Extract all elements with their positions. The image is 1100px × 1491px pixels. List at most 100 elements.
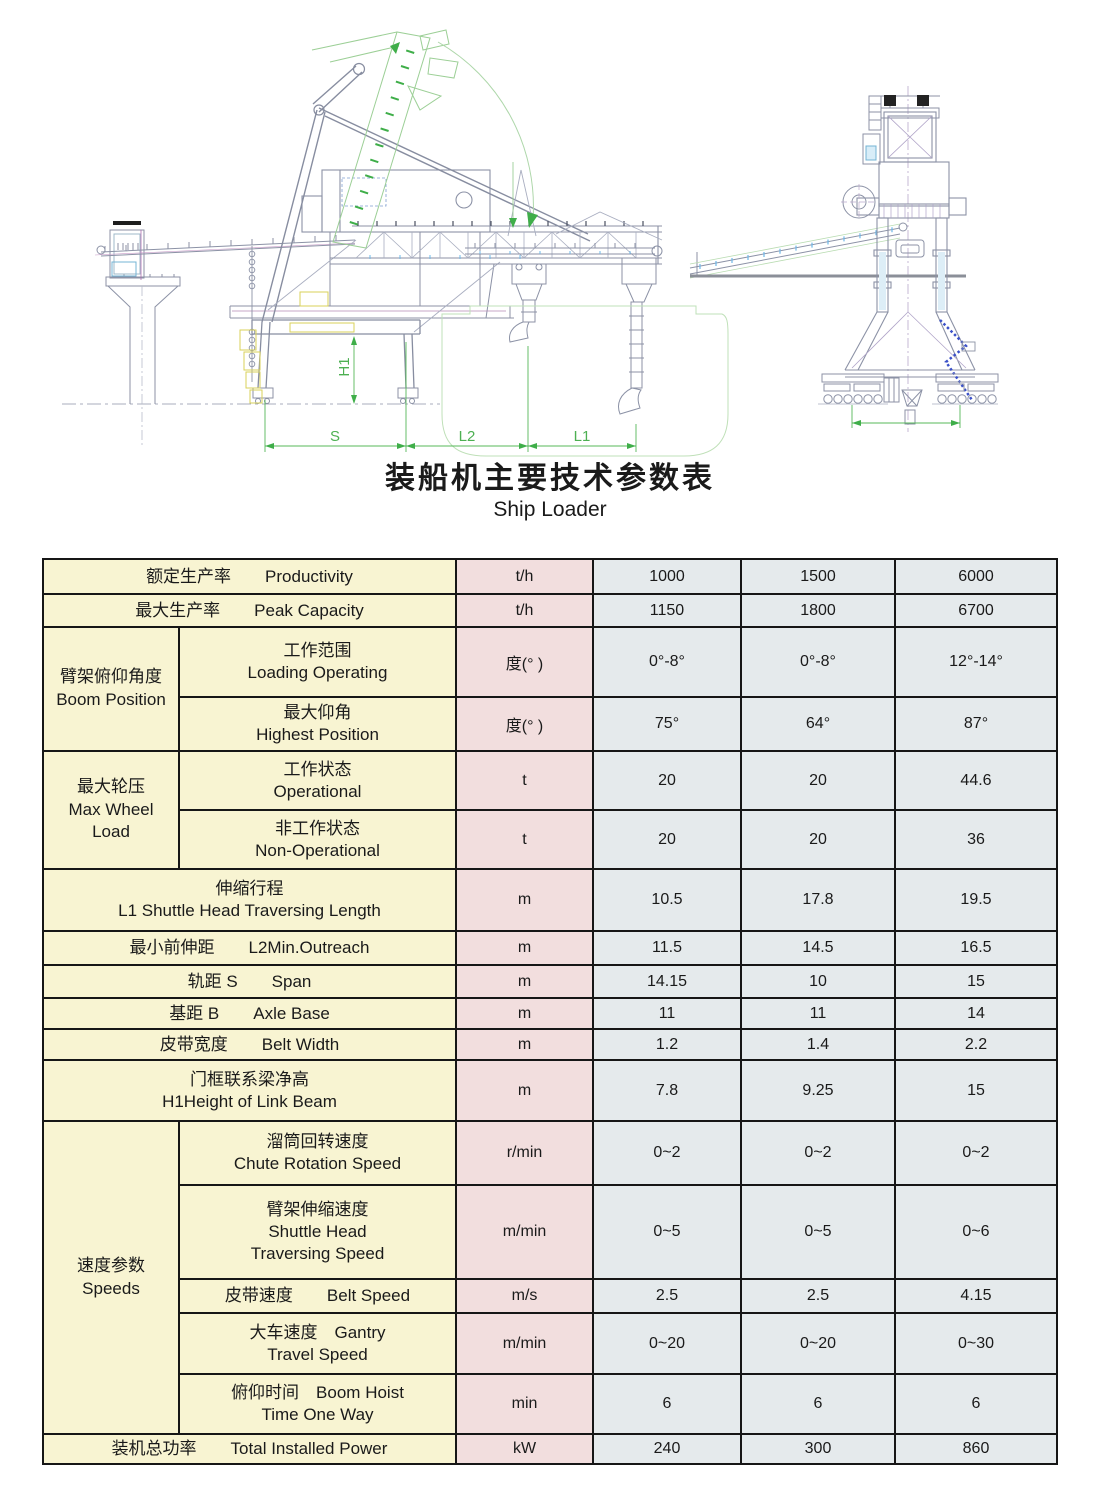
table-row: 最大仰角 Highest Position 度(° ) 75° 64° 87° (43, 696, 1058, 752)
value-cell: 0~6 (894, 1184, 1058, 1280)
value-cell: 7.8 (592, 1059, 742, 1122)
value-cell: 6000 (894, 558, 1058, 595)
table-row: 臂架俯仰角度 Boom Position 工作范围 Loading Operat… (42, 626, 1058, 752)
table-row: 最大生产率 Peak Capacity t/h 1150 1800 6700 (42, 593, 1058, 628)
unit-cell: m/min (455, 1312, 594, 1375)
value-cell: 15 (894, 964, 1058, 999)
unit-cell: 度(° ) (455, 626, 594, 698)
unit-cell: m (455, 964, 594, 999)
value-cell: 11 (592, 997, 742, 1030)
table-row: 额定生产率 Productivity t/h 1000 1500 6000 (42, 558, 1058, 595)
unit-cell: m/s (455, 1278, 594, 1314)
unit-cell: t (455, 809, 594, 870)
value-cell: 0~30 (894, 1312, 1058, 1375)
value-cell: 14 (894, 997, 1058, 1030)
value-cell: 14.5 (740, 930, 896, 966)
value-cell: 19.5 (894, 868, 1058, 932)
value-cell: 1.4 (740, 1028, 896, 1061)
value-cell: 2.5 (740, 1278, 896, 1314)
table-row: 装机总功率 Total Installed Power kW 240 300 8… (42, 1433, 1058, 1465)
row-label-cell: 工作状态 Operational (178, 750, 457, 811)
value-cell: 20 (592, 809, 742, 870)
value-cell: 1800 (740, 593, 896, 628)
unit-cell: t (455, 750, 594, 811)
ship-loader-drawing: H1 S L2 L1 (62, 29, 999, 457)
unit-cell: min (455, 1373, 594, 1435)
value-cell: 64° (740, 696, 896, 752)
value-cell: 2.2 (894, 1028, 1058, 1061)
value-cell: 6700 (894, 593, 1058, 628)
row-label-cell: 门框联系梁净高 H1Height of Link Beam (42, 1059, 457, 1122)
unit-cell: m (455, 868, 594, 932)
row-label-cell: 基距 B Axle Base (42, 997, 457, 1030)
value-cell: 6 (592, 1373, 742, 1435)
row-label-cell: 最大生产率 Peak Capacity (42, 593, 457, 628)
unit-cell: m (455, 930, 594, 966)
value-cell: 14.15 (592, 964, 742, 999)
value-cell: 20 (740, 809, 896, 870)
row-label-cell: 皮带宽度 Belt Width (42, 1028, 457, 1061)
table-row: 大车速度 Gantry Travel Speed m/min 0~20 0~20… (43, 1312, 1058, 1375)
value-cell: 0°-8° (740, 626, 896, 698)
unit-cell: r/min (455, 1120, 594, 1186)
row-label-cell: 溜筒回转速度 Chute Rotation Speed (178, 1120, 457, 1186)
value-cell: 0~5 (740, 1184, 896, 1280)
row-label-cell: 最大仰角 Highest Position (178, 696, 457, 752)
value-cell: 9.25 (740, 1059, 896, 1122)
row-label-cell: 额定生产率 Productivity (42, 558, 457, 595)
table-row: 基距 B Axle Base m 11 11 14 (42, 997, 1058, 1030)
table-row: 门框联系梁净高 H1Height of Link Beam m 7.8 9.25… (42, 1059, 1058, 1122)
row-label-cell: 皮带速度 Belt Speed (178, 1278, 457, 1314)
row-label-cell: 工作范围 Loading Operating (178, 626, 457, 698)
table-row: 速度参数 Speeds 溜筒回转速度 Chute Rotation Speed … (42, 1120, 1058, 1435)
value-cell: 0~20 (592, 1312, 742, 1375)
table-row: 非工作状态 Non-Operational t 20 20 36 (43, 809, 1058, 870)
table-row: 皮带速度 Belt Speed m/s 2.5 2.5 4.15 (43, 1278, 1058, 1314)
table-row: 皮带宽度 Belt Width m 1.2 1.4 2.2 (42, 1028, 1058, 1061)
value-cell: 44.6 (894, 750, 1058, 811)
value-cell: 0~2 (740, 1120, 896, 1186)
unit-cell: kW (455, 1433, 594, 1465)
value-cell: 87° (894, 696, 1058, 752)
unit-cell: t/h (455, 558, 594, 595)
unit-cell: m (455, 1028, 594, 1061)
value-cell: 6 (894, 1373, 1058, 1435)
front-view-drawing (689, 86, 999, 432)
group-label-cell: 速度参数 Speeds (42, 1120, 180, 1435)
value-cell: 16.5 (894, 930, 1058, 966)
table-row: 俯仰时间 Boom Hoist Time One Way min 6 6 6 (43, 1373, 1058, 1435)
page-title-chinese: 装船机主要技术参数表 (385, 462, 715, 495)
table-row: 轨距 S Span m 14.15 10 15 (42, 964, 1058, 999)
value-cell: 10 (740, 964, 896, 999)
spec-table: 额定生产率 Productivity t/h 1000 1500 6000 最大… (42, 558, 1058, 1465)
value-cell: 20 (592, 750, 742, 811)
row-label-cell: 俯仰时间 Boom Hoist Time One Way (178, 1373, 457, 1435)
table-row: 最大轮压 Max Wheel Load 工作状态 Operational t 2… (42, 750, 1058, 870)
row-label-cell: 臂架伸缩速度 Shuttle Head Traversing Speed (178, 1184, 457, 1280)
value-cell: 75° (592, 696, 742, 752)
value-cell: 15 (894, 1059, 1058, 1122)
value-cell: 240 (592, 1433, 742, 1465)
row-label-cell: 最小前伸距 L2Min.Outreach (42, 930, 457, 966)
row-label-cell: 大车速度 Gantry Travel Speed (178, 1312, 457, 1375)
title-block: 装船机主要技术参数表 Ship Loader (0, 462, 1100, 523)
unit-cell: m (455, 997, 594, 1030)
value-cell: 1500 (740, 558, 896, 595)
value-cell: 1000 (592, 558, 742, 595)
value-cell: 0~20 (740, 1312, 896, 1375)
value-cell: 0~5 (592, 1184, 742, 1280)
value-cell: 6 (740, 1373, 896, 1435)
row-label-cell: 轨距 S Span (42, 964, 457, 999)
group-label-cell: 最大轮压 Max Wheel Load (42, 750, 180, 870)
value-cell: 300 (740, 1433, 896, 1465)
dim-label-l1: L1 (574, 428, 591, 445)
value-cell: 11 (740, 997, 896, 1030)
table-row: 臂架伸缩速度 Shuttle Head Traversing Speed m/m… (43, 1184, 1058, 1280)
dimension-lines: H1 S L2 L1 (264, 336, 637, 452)
unit-cell: 度(° ) (455, 696, 594, 752)
value-cell: 860 (894, 1433, 1058, 1465)
value-cell: 17.8 (740, 868, 896, 932)
row-label-cell: 伸缩行程 L1 Shuttle Head Traversing Length (42, 868, 457, 932)
value-cell: 0°-8° (592, 626, 742, 698)
